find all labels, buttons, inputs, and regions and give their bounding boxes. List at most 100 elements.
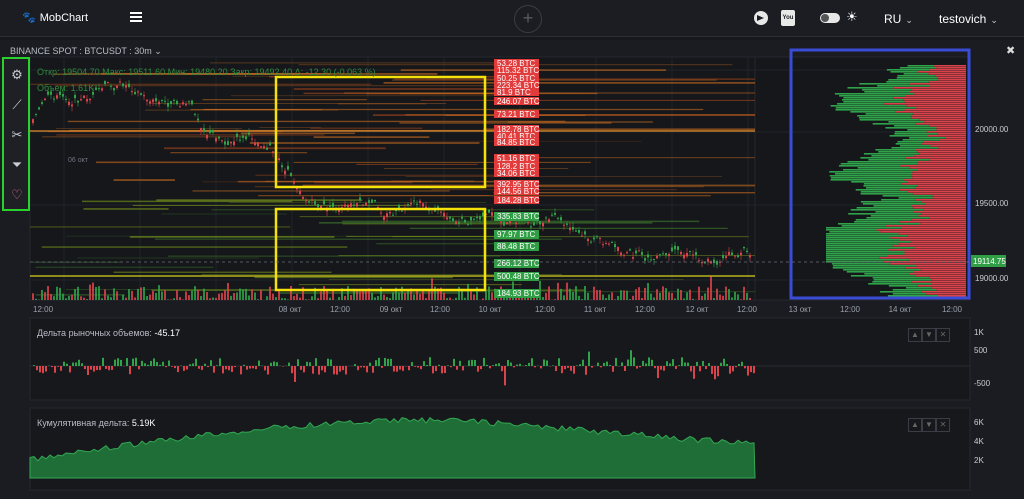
volume-bar [254, 292, 256, 300]
order-label-bg [494, 212, 539, 221]
profile-bar [875, 149, 917, 151]
delta-bar [315, 358, 317, 366]
delta-bar [570, 366, 572, 371]
candle [605, 243, 607, 245]
profile-bar [896, 77, 938, 79]
volume-bar [692, 298, 694, 300]
settings-icon[interactable]: ⚙ [11, 67, 23, 82]
profile-bar [829, 231, 881, 233]
candle [74, 94, 76, 99]
menu-icon[interactable] [130, 12, 142, 22]
theme-toggle[interactable] [820, 13, 840, 23]
volume-bar [341, 288, 343, 300]
candle [377, 207, 379, 209]
close-icon[interactable]: ✖ [1006, 45, 1016, 57]
youtube-icon[interactable]: You [781, 10, 795, 26]
candle [290, 172, 292, 176]
delta-bar [552, 365, 554, 366]
volume-bar [671, 293, 673, 300]
profile-bar [850, 209, 924, 211]
candle [644, 258, 646, 261]
language-select[interactable]: RU ⌄ [884, 12, 913, 26]
profile-bar [826, 255, 888, 257]
volume-bar [722, 295, 724, 300]
delta-bar [132, 358, 134, 366]
profile-bar [826, 235, 908, 237]
profile-bar [887, 255, 966, 257]
candle [173, 99, 175, 101]
candle [713, 259, 715, 264]
delta-bar [702, 360, 704, 366]
telegram-icon[interactable] [754, 11, 768, 25]
profile-bar [926, 131, 966, 133]
volume-bar [743, 286, 745, 300]
volume-bar [443, 292, 445, 300]
volume-bar [287, 299, 289, 300]
profile-bar [884, 103, 966, 105]
filter-icon[interactable]: ⏷ [11, 157, 23, 172]
add-chart-button[interactable]: + [514, 5, 542, 33]
scissors-icon[interactable]: ✂ [11, 127, 23, 142]
delta-bar [627, 359, 629, 366]
delta-bar [159, 364, 161, 366]
candle [539, 221, 541, 225]
volume-bar [641, 298, 643, 300]
delta-bar [483, 357, 485, 366]
candle [266, 147, 268, 150]
profile-bar [937, 133, 966, 135]
volume-bar [476, 287, 478, 300]
candle [347, 204, 349, 208]
delta-bar [597, 362, 599, 366]
candle [731, 252, 733, 256]
move-down-icon[interactable]: ▼ [922, 418, 936, 432]
volume-bar [299, 297, 301, 300]
candle [53, 98, 55, 100]
move-up-icon[interactable]: ▲ [908, 418, 922, 432]
line-tool-icon[interactable]: ⟋ [12, 97, 22, 112]
heart-icon[interactable]: ♡ [11, 187, 23, 202]
candle [602, 244, 604, 246]
user-menu[interactable]: testovich ⌄ [939, 12, 998, 26]
delta-bar [420, 366, 422, 370]
symbol-selector[interactable]: BINANCE SPOT : BTCUSDT : 30m ⌄ [10, 46, 162, 57]
sun-icon: ☀ [846, 9, 858, 24]
candle [593, 237, 595, 240]
volume-bar [623, 290, 625, 300]
delta-bar [417, 366, 419, 368]
candle [623, 254, 625, 256]
candle [368, 200, 370, 204]
volume-bar [92, 282, 94, 300]
close-pane-icon[interactable]: ✕ [936, 328, 950, 342]
profile-bar [905, 267, 966, 269]
profile-bar [915, 187, 966, 189]
profile-bar [866, 217, 929, 219]
volume-bar [599, 289, 601, 300]
profile-bar [830, 179, 904, 181]
volume-bar [413, 294, 415, 300]
volume-bar [719, 294, 721, 300]
profile-bar [929, 69, 966, 71]
profile-bar [863, 183, 902, 185]
delta-bar [633, 357, 635, 366]
delta-pane-controls: ▲ ▼ ✕ [908, 328, 950, 342]
delta-bar [567, 366, 569, 368]
candle [239, 139, 241, 141]
volume-bar [614, 299, 616, 300]
move-down-icon[interactable]: ▼ [922, 328, 936, 342]
delta-bar [210, 360, 212, 366]
delta-bar [588, 351, 590, 366]
delta-bar [423, 361, 425, 366]
candle [566, 223, 568, 225]
profile-bar [890, 71, 918, 73]
profile-bar [891, 147, 939, 149]
app-logo[interactable]: 🐾 MobChart [22, 11, 88, 25]
price-tag-bg [971, 255, 1006, 267]
profile-bar [922, 143, 966, 145]
candle [350, 203, 352, 207]
move-up-icon[interactable]: ▲ [908, 328, 922, 342]
delta-bar [66, 363, 68, 366]
profile-bar [938, 295, 966, 297]
close-pane-icon[interactable]: ✕ [936, 418, 950, 432]
candle [119, 81, 121, 83]
